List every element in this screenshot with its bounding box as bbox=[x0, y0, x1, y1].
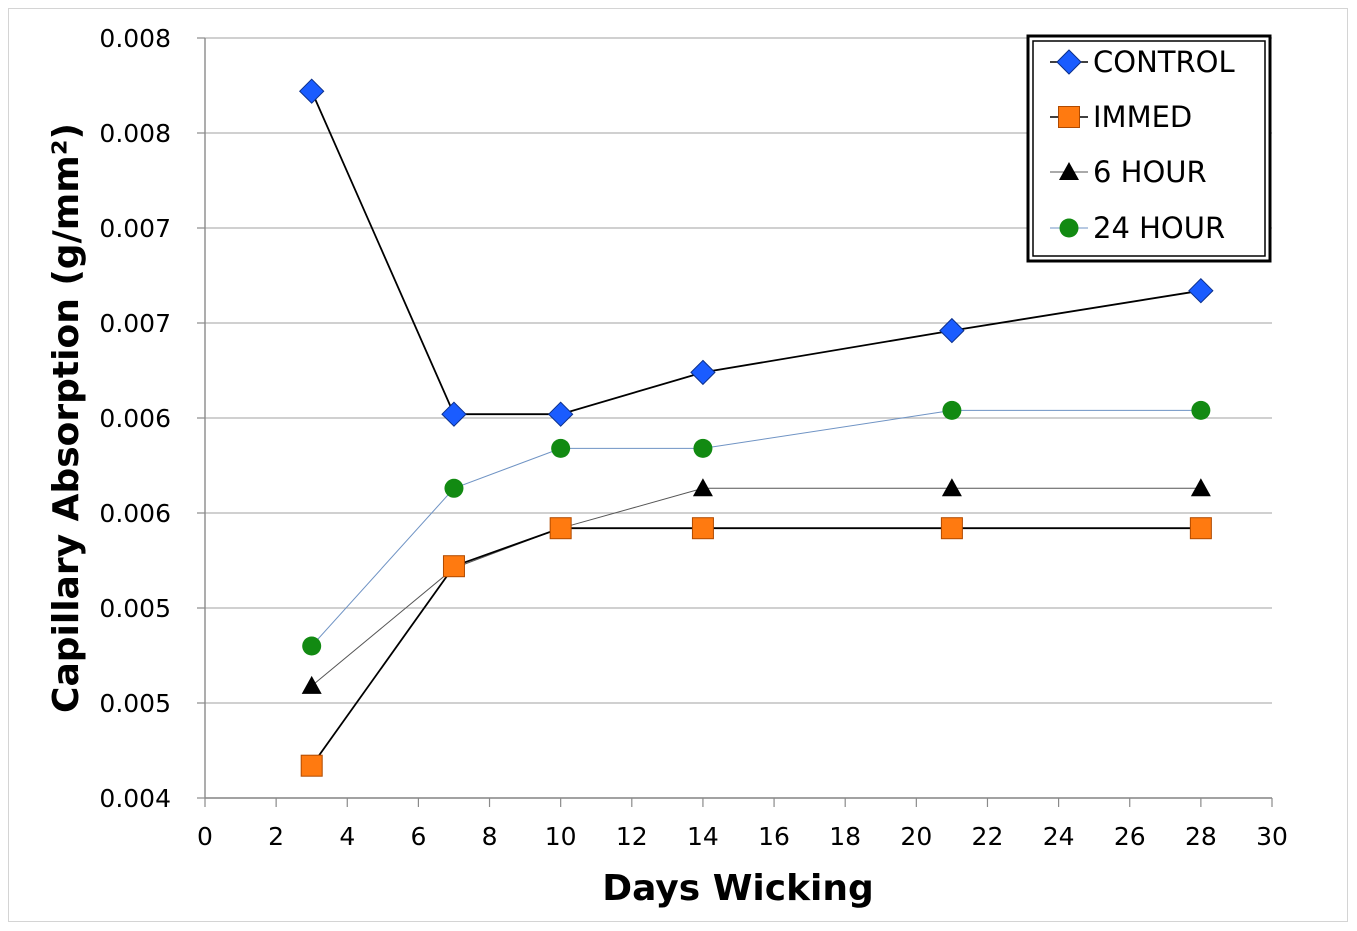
data-point-6-hour bbox=[301, 675, 322, 694]
data-point-control bbox=[690, 359, 716, 386]
data-point-6-hour bbox=[941, 478, 962, 497]
data-markers bbox=[298, 78, 1214, 777]
data-point-immed bbox=[940, 517, 963, 540]
data-point-24-hour bbox=[693, 438, 713, 458]
data-point-immed bbox=[1189, 517, 1212, 540]
legend-marker-6-hour bbox=[1059, 162, 1079, 180]
axes: 0.004 0.005 0.005 0.006 0.006 0.007 0.007 0.008… bbox=[99, 24, 1287, 851]
data-point-control bbox=[298, 78, 325, 104]
y-tick-label: 0.005 bbox=[99, 594, 171, 623]
x-tick-label: 2 bbox=[268, 822, 284, 851]
series-line-control bbox=[310, 90, 1202, 416]
x-tick-label: 12 bbox=[616, 822, 648, 851]
x-tick-label: 14 bbox=[687, 822, 719, 851]
legend-items: CONTROL IMMED 6 HOUR 24 HOUR bbox=[1050, 45, 1235, 245]
y-tick-label: 0.005 bbox=[99, 689, 171, 718]
data-point-control bbox=[939, 317, 965, 344]
data-point-6-hour bbox=[692, 478, 713, 497]
x-tick-label: 18 bbox=[829, 822, 861, 851]
x-tick-label: 10 bbox=[545, 822, 577, 851]
data-point-24-hour bbox=[942, 400, 962, 420]
y-tick-label: 0.007 bbox=[99, 214, 171, 243]
data-point-24-hour bbox=[551, 438, 571, 458]
data-point-immed bbox=[691, 517, 714, 540]
series-line-6-hour bbox=[311, 487, 1201, 687]
x-tick-label: 28 bbox=[1185, 822, 1217, 851]
x-axis-title: Days Wicking bbox=[602, 868, 874, 909]
series-line-immed bbox=[310, 527, 1201, 767]
data-point-immed bbox=[549, 517, 572, 540]
legend-label-control: CONTROL bbox=[1093, 45, 1235, 79]
data-point-24-hour bbox=[1191, 400, 1211, 420]
data-point-24-hour bbox=[302, 636, 322, 656]
x-tick-label: 24 bbox=[1043, 822, 1075, 851]
legend-label-immed: IMMED bbox=[1093, 100, 1192, 134]
legend: CONTROL IMMED 6 HOUR 24 HOUR bbox=[1026, 34, 1272, 263]
legend-label-6-hour: 6 HOUR bbox=[1093, 155, 1207, 189]
y-tick-label: 0.008 bbox=[99, 119, 171, 148]
y-tick-label: 0.008 bbox=[99, 24, 171, 53]
data-point-immed bbox=[442, 555, 465, 578]
series-line-24-hour bbox=[311, 409, 1201, 647]
x-tick-label: 4 bbox=[339, 822, 355, 851]
y-axis-title: Capillary Absorption (g/mm²) bbox=[46, 123, 87, 713]
y-tick-label: 0.007 bbox=[99, 309, 171, 338]
x-tick-label: 16 bbox=[758, 822, 790, 851]
data-point-immed bbox=[300, 754, 323, 777]
legend-marker-immed bbox=[1058, 106, 1080, 128]
legend-box-inner bbox=[1032, 40, 1266, 257]
x-tick-label: 30 bbox=[1256, 822, 1288, 851]
y-tick-label: 0.006 bbox=[99, 404, 171, 433]
legend-marker-control bbox=[1056, 49, 1082, 75]
series-lines bbox=[310, 90, 1202, 767]
x-tick-label: 22 bbox=[972, 822, 1004, 851]
x-tick-label: 6 bbox=[410, 822, 426, 851]
data-point-24-hour bbox=[444, 478, 464, 498]
x-tick-label: 26 bbox=[1114, 822, 1146, 851]
data-point-6-hour bbox=[1190, 478, 1211, 497]
data-point-control bbox=[547, 401, 574, 427]
y-tick-label: 0.004 bbox=[99, 784, 171, 813]
data-point-control bbox=[1188, 277, 1214, 304]
data-point-control bbox=[441, 401, 467, 427]
legend-label-24-hour: 24 HOUR bbox=[1093, 211, 1225, 245]
x-tick-label: 8 bbox=[482, 822, 498, 851]
y-tick-label: 0.006 bbox=[99, 499, 171, 528]
x-tick-label: 20 bbox=[900, 822, 932, 851]
legend-marker-24-hour bbox=[1059, 218, 1079, 238]
x-tick-label: 0 bbox=[197, 822, 213, 851]
